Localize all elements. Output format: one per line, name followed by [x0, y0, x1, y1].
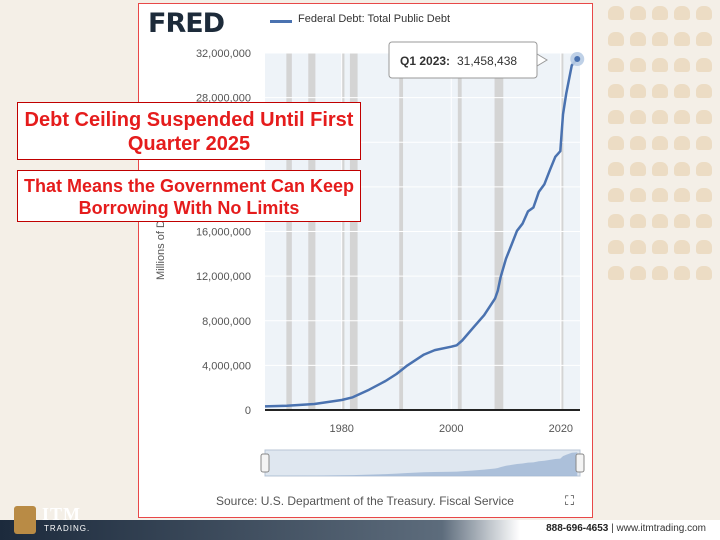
decorative-dot [696, 162, 712, 176]
decorative-dot [630, 84, 646, 98]
y-tick-label: 32,000,000 [196, 48, 251, 60]
tooltip-pointer [536, 53, 548, 67]
decorative-dot-pattern [600, 0, 720, 300]
decorative-dot [652, 84, 668, 98]
itm-logo-name: ITM [42, 504, 81, 524]
decorative-dot [630, 58, 646, 72]
decorative-dot [696, 240, 712, 254]
decorative-dot [674, 32, 690, 46]
footer-phone: 888-696-4653 [546, 523, 609, 534]
decorative-dot [630, 214, 646, 228]
decorative-dot [652, 162, 668, 176]
y-tick-label: 12,000,000 [196, 271, 251, 283]
navigator-handle-right [575, 453, 585, 473]
fullscreen-icon[interactable]: ⛶ [565, 493, 575, 508]
decorative-dot [608, 6, 624, 20]
decorative-dot [674, 84, 690, 98]
footer-separator: | [611, 523, 614, 534]
decorative-dot [630, 136, 646, 150]
decorative-dot [608, 240, 624, 254]
decorative-dot [696, 188, 712, 202]
decorative-dot [630, 110, 646, 124]
decorative-dot [674, 6, 690, 20]
fred-logo: FRED [148, 8, 225, 39]
decorative-dot [674, 240, 690, 254]
decorative-dot [696, 266, 712, 280]
decorative-dot [630, 162, 646, 176]
decorative-dot [608, 84, 624, 98]
navigator-handle-left [260, 453, 270, 473]
decorative-dot [696, 58, 712, 72]
decorative-dot [630, 266, 646, 280]
decorative-dot [652, 6, 668, 20]
decorative-dot [608, 266, 624, 280]
decorative-dot [652, 110, 668, 124]
decorative-dot [652, 214, 668, 228]
decorative-dot [674, 136, 690, 150]
decorative-dot [696, 110, 712, 124]
decorative-dot [630, 6, 646, 20]
decorative-dot [652, 188, 668, 202]
debt-line-chart: 0 4,000,000 8,000,000 12,000,000 16,000,000 2… [155, 41, 585, 477]
decorative-dot [696, 32, 712, 46]
x-tick-label: 1980 [329, 423, 353, 435]
legend-swatch [270, 20, 292, 23]
decorative-dot [696, 214, 712, 228]
itm-logo-icon [14, 506, 36, 534]
decorative-dot [652, 240, 668, 254]
source-note: Source: U.S. Department of the Treasury.… [216, 494, 514, 508]
y-tick-label: 0 [245, 405, 251, 417]
legend-label: Federal Debt: Total Public Debt [298, 13, 451, 25]
decorative-dot [674, 188, 690, 202]
y-tick-label: 4,000,000 [202, 360, 251, 372]
decorative-dot [696, 136, 712, 150]
decorative-dot [674, 162, 690, 176]
decorative-dot [630, 240, 646, 254]
latest-point [574, 56, 581, 63]
y-tick-label: 8,000,000 [202, 316, 251, 328]
decorative-dot [674, 214, 690, 228]
footer-contact: 888-696-4653 | www.itmtrading.com [546, 523, 706, 534]
decorative-dot [608, 162, 624, 176]
decorative-dot [652, 58, 668, 72]
decorative-dot [608, 32, 624, 46]
series-line [264, 58, 579, 408]
y-tick-label: 16,000,000 [196, 227, 251, 239]
decorative-dot [674, 58, 690, 72]
navigator-area [265, 452, 578, 476]
tooltip-label: Q1 2023: [400, 54, 450, 68]
itm-logo: ITM TRADING. [14, 504, 104, 536]
decorative-dot [608, 136, 624, 150]
decorative-dot [696, 84, 712, 98]
headline-callout: Debt Ceiling Suspended Until First Quart… [17, 102, 361, 160]
decorative-dot [608, 58, 624, 72]
decorative-dot [652, 32, 668, 46]
decorative-dot [630, 188, 646, 202]
decorative-dot [696, 6, 712, 20]
decorative-dot [608, 214, 624, 228]
tooltip-value: 31,458,438 [457, 54, 517, 68]
decorative-dot [652, 266, 668, 280]
decorative-dot [674, 110, 690, 124]
decorative-dot [630, 32, 646, 46]
decorative-dot [608, 110, 624, 124]
x-tick-label: 2020 [549, 423, 573, 435]
decorative-dot [652, 136, 668, 150]
y-tick-label: 28,000,000 [196, 93, 251, 105]
x-tick-label: 2000 [439, 423, 463, 435]
footer-site[interactable]: www.itmtrading.com [616, 523, 706, 534]
decorative-dot [674, 266, 690, 280]
subheadline-callout: That Means the Government Can Keep Borro… [17, 170, 361, 222]
itm-logo-subtitle: TRADING. [44, 524, 91, 533]
footer-gradient [0, 520, 520, 540]
decorative-dot [608, 188, 624, 202]
